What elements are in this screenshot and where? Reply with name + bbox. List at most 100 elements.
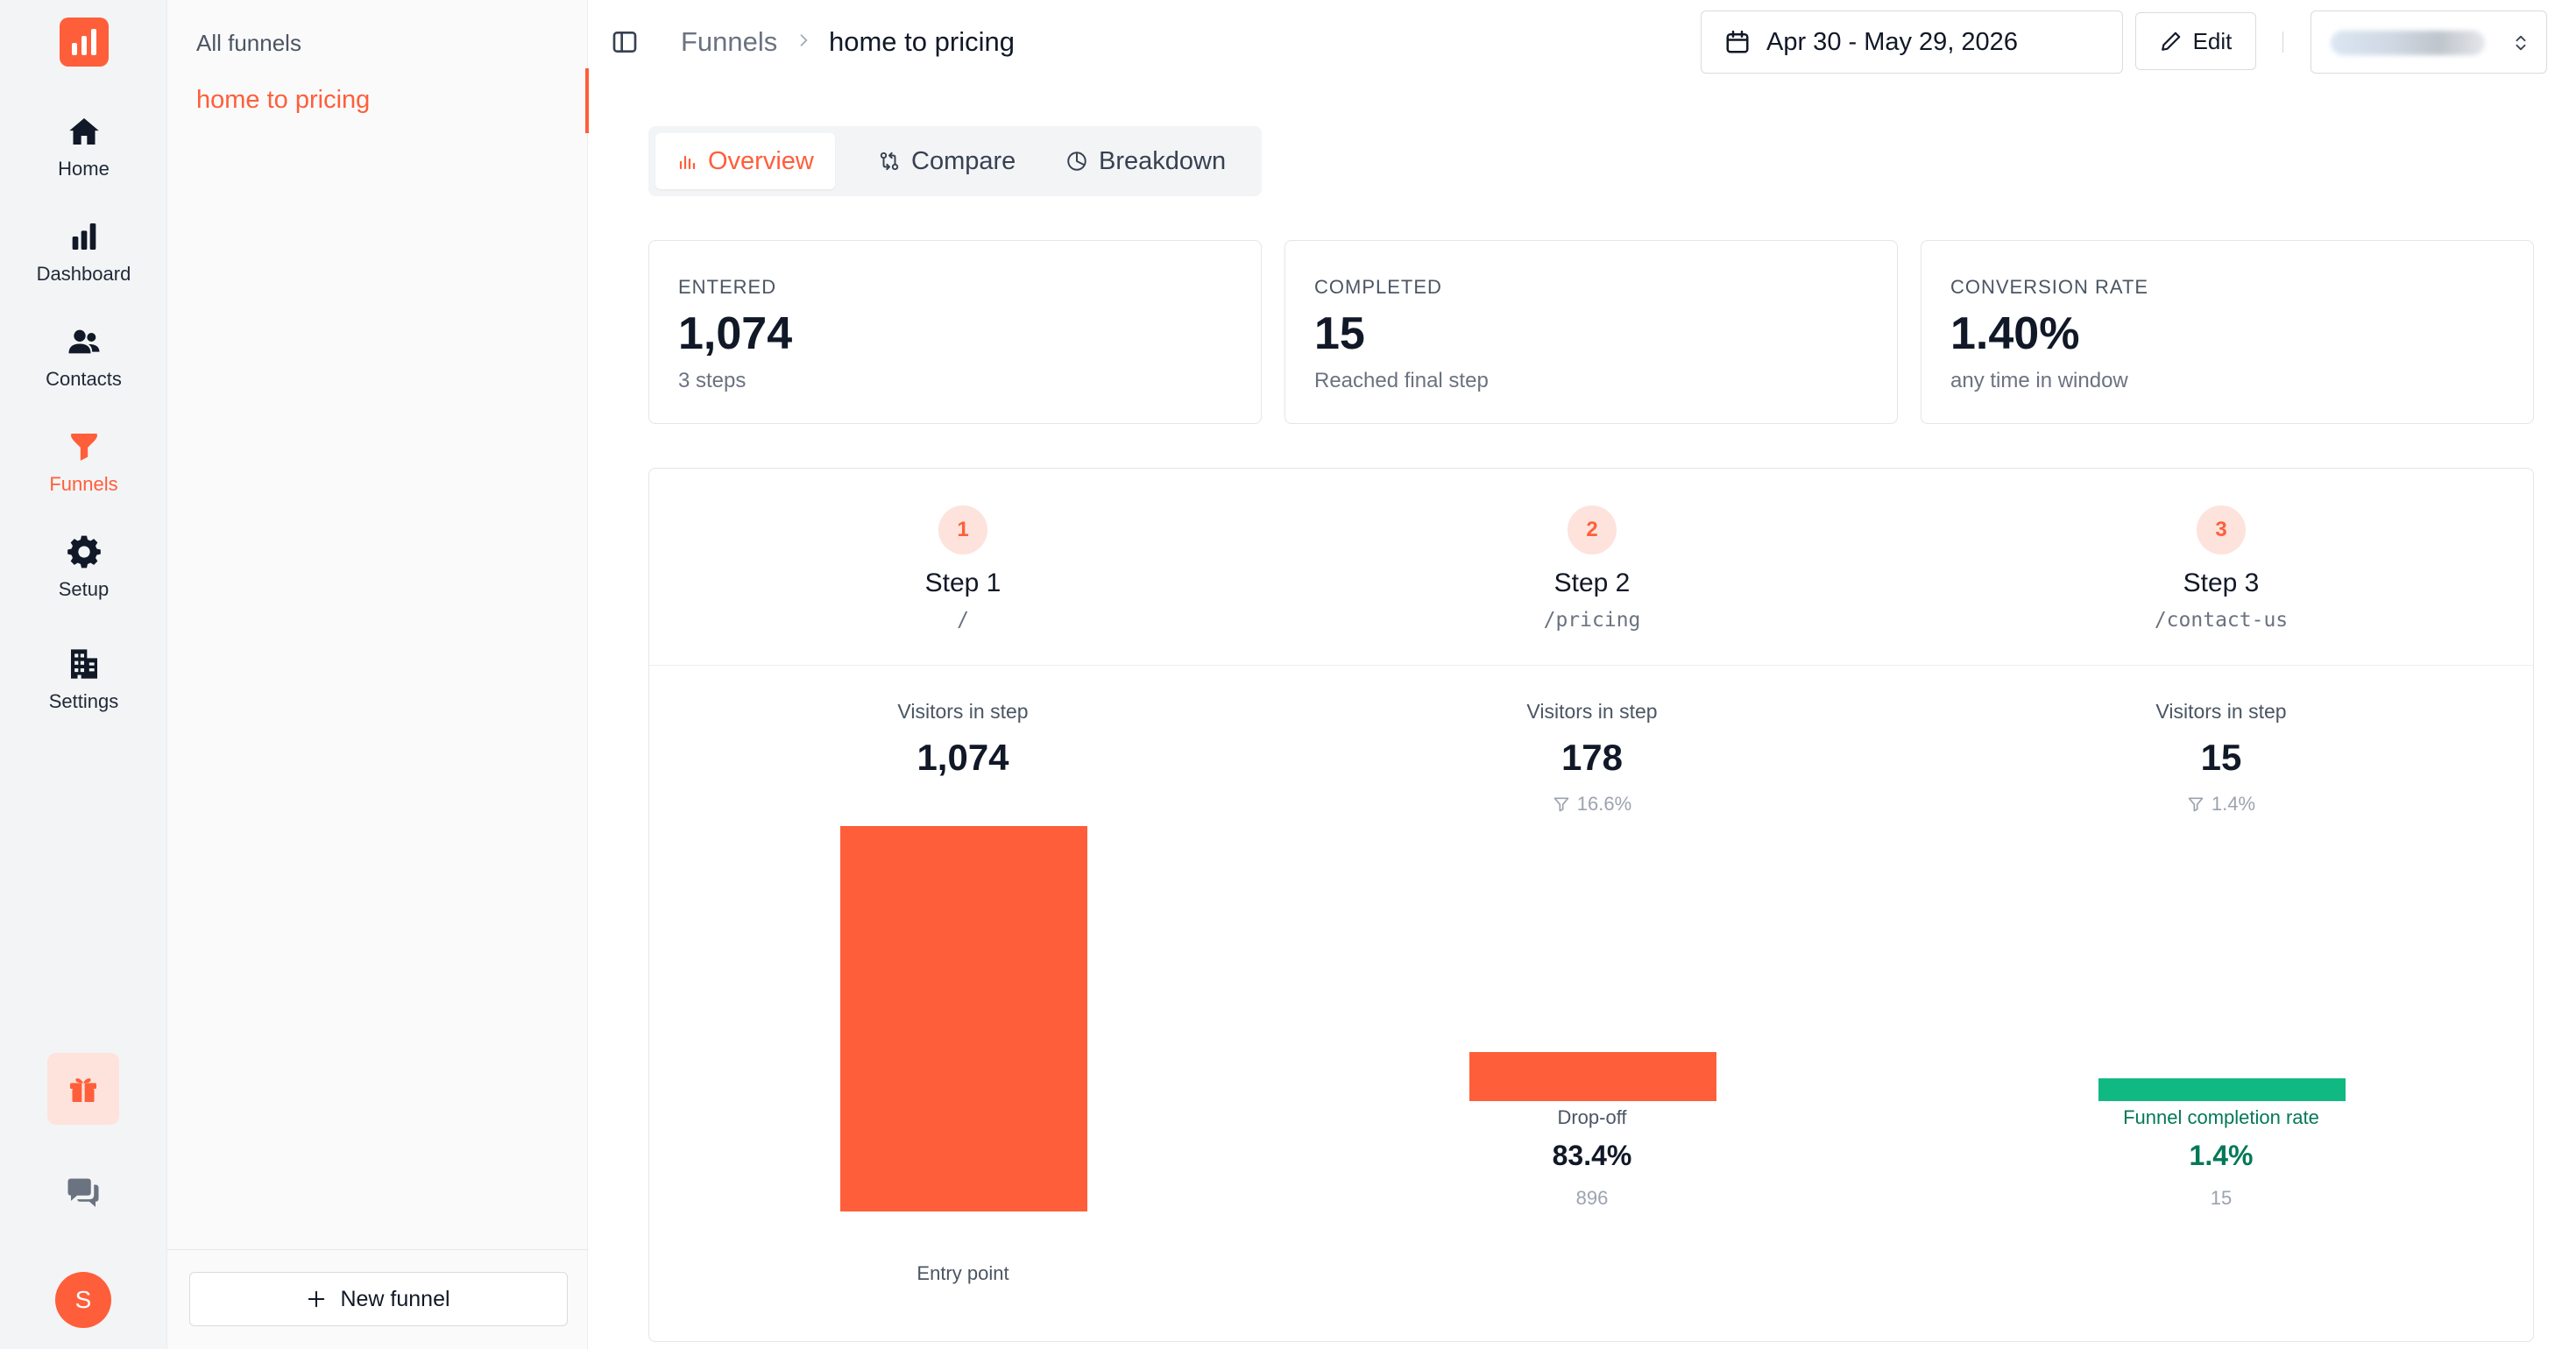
step-body-3: Visitors in step 15 1.4% Funnel completi… [1907, 665, 2535, 1343]
stat-subtext: any time in window [1950, 369, 2128, 392]
step-title: Step 3 [2183, 569, 2260, 597]
pencil-icon [2161, 32, 2180, 51]
date-range-value: Apr 30 - May 29, 2026 [1766, 27, 2018, 56]
nav-item-funnels[interactable]: Funnels [0, 429, 167, 517]
tab-compare[interactable]: Compare [857, 133, 1037, 189]
bar-chart-icon [72, 223, 96, 250]
gift-button[interactable] [47, 1053, 119, 1125]
tab-breakdown[interactable]: Breakdown [1044, 133, 1247, 189]
app-logo-icon[interactable] [60, 18, 109, 67]
visitors-label: Visitors in step [897, 700, 1029, 723]
building-icon [70, 649, 97, 679]
panel-title: All funnels [196, 30, 301, 56]
active-item-indicator [585, 68, 589, 133]
plus-icon [308, 1290, 325, 1308]
step-path: /contact-us [2154, 609, 2289, 632]
breadcrumb-root[interactable]: Funnels [681, 26, 778, 57]
step-number-badge: 2 [1568, 505, 1617, 554]
step-number-badge: 1 [938, 505, 987, 554]
funnel-icon [70, 434, 97, 461]
entry-point-label: Entry point [916, 1262, 1009, 1284]
visitors-label: Visitors in step [2155, 700, 2287, 723]
tab-breakdown-label: Breakdown [1099, 146, 1227, 175]
divider [2282, 32, 2283, 53]
nav-item-home[interactable]: Home [0, 114, 167, 201]
nav-rail: Home Dashboard Contacts Funnels Setup Se… [0, 0, 167, 1349]
step-conversion: 16.6% [1278, 793, 1906, 816]
stat-value: 1.40% [1950, 308, 2080, 359]
drop-off-count: 896 [1575, 1187, 1609, 1209]
avatar[interactable]: S [55, 1272, 111, 1328]
stat-card-completed: COMPLETED 15 Reached final step [1284, 240, 1898, 424]
step-path: /pricing [1543, 609, 1641, 632]
stat-subtext: Reached final step [1314, 369, 1489, 392]
tab-overview-label: Overview [708, 146, 814, 175]
drop-off-value: 83.4% [1552, 1140, 1632, 1171]
step-body-1: Visitors in step 1,074 Entry point [649, 665, 1277, 1343]
stat-card-conversion-rate: CONVERSION RATE 1.40% any time in window [1921, 240, 2534, 424]
panel-divider [167, 1249, 588, 1250]
visitors-value: 15 [2200, 737, 2242, 778]
home-icon [68, 118, 99, 145]
step-bar-1[interactable] [840, 826, 1087, 1211]
stat-card-entered: ENTERED 1,074 3 steps [648, 240, 1262, 424]
tab-overview[interactable]: Overview [655, 133, 835, 189]
site-selector[interactable] [2311, 11, 2547, 74]
step-conversion-value: 1.4% [2211, 793, 2256, 815]
site-name-redacted [2331, 31, 2485, 55]
nav-label-home: Home [58, 158, 110, 180]
step-header-3: 3 Step 3 /contact-us [1907, 469, 2535, 665]
nav-label-settings: Settings [48, 690, 119, 712]
nav-label-dashboard: Dashboard [36, 263, 131, 285]
nav-item-contacts[interactable]: Contacts [0, 324, 167, 412]
visitors-value: 178 [1560, 737, 1624, 778]
sidebar-toggle-icon[interactable] [611, 28, 639, 56]
stat-subtext: 3 steps [678, 369, 747, 392]
funnel-list-item[interactable]: home to pricing [196, 86, 371, 114]
users-icon [68, 329, 99, 354]
edit-label: Edit [2192, 27, 2233, 54]
gear-icon [67, 535, 101, 569]
top-bar: Funnels home to pricing Apr 30 - May 29,… [588, 0, 2576, 84]
step-number-badge: 3 [2197, 505, 2246, 554]
funnel-chart: 1 Step 1 / Visitors in step 1,074 Entry … [648, 468, 2534, 1342]
step-bar-2[interactable] [1469, 1052, 1716, 1101]
stat-label: COMPLETED [1314, 276, 1442, 298]
view-tabs: Overview Compare Breakdown [648, 126, 1262, 196]
divider [649, 665, 2533, 666]
breadcrumb-current: home to pricing [829, 26, 1015, 57]
step-body-2: Visitors in step 178 16.6% Drop-off 83.4… [1278, 665, 1906, 1343]
step-conversion-value: 16.6% [1576, 793, 1632, 815]
completion-rate-label: Funnel completion rate [2123, 1106, 2319, 1128]
nav-item-dashboard[interactable]: Dashboard [0, 219, 167, 307]
stat-value: 1,074 [678, 308, 793, 359]
step-conversion: 1.4% [1907, 793, 2535, 816]
pie-chart-icon [1067, 152, 1086, 171]
stat-label: ENTERED [678, 276, 777, 298]
funnel-list-panel: All funnels home to pricing New funnel [167, 0, 589, 1349]
new-funnel-label: New funnel [340, 1286, 450, 1311]
nav-label-contacts: Contacts [46, 368, 122, 390]
step-title: Step 2 [1553, 569, 1631, 597]
stat-label: CONVERSION RATE [1950, 276, 2149, 298]
new-funnel-button[interactable]: New funnel [189, 1272, 568, 1326]
stat-value: 15 [1314, 308, 1365, 359]
funnel-outline-icon [1553, 797, 1569, 812]
edit-button[interactable]: Edit [2135, 12, 2256, 70]
nav-label-funnels: Funnels [49, 473, 118, 495]
date-range-picker[interactable]: Apr 30 - May 29, 2026 [1701, 11, 2123, 74]
chevron-up-down-icon [2516, 35, 2526, 51]
completion-rate-value: 1.4% [2189, 1140, 2254, 1171]
bar-chart-icon [679, 155, 696, 170]
tab-compare-label: Compare [911, 146, 1016, 175]
gift-icon [70, 1077, 96, 1102]
completion-count: 15 [2210, 1187, 2233, 1209]
nav-item-settings[interactable]: Settings [0, 646, 167, 734]
chat-icon[interactable] [65, 1176, 102, 1212]
funnel-outline-icon [2188, 797, 2204, 812]
step-bar-3[interactable] [2098, 1078, 2346, 1101]
nav-label-setup: Setup [58, 578, 110, 600]
step-title: Step 1 [924, 569, 1001, 597]
nav-item-setup[interactable]: Setup [0, 534, 167, 622]
compare-icon [880, 152, 899, 171]
